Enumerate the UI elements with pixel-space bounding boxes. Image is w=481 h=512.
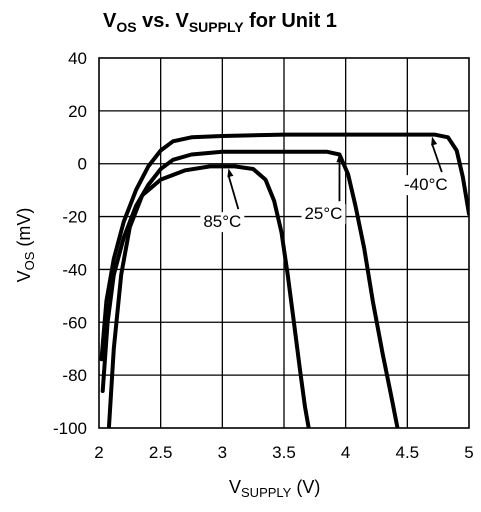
x-tick-label-3: 3.5: [272, 443, 296, 462]
y-tick-label-1: 20: [68, 102, 87, 121]
grid-lines: [99, 58, 469, 428]
y-tick-label-7: -100: [53, 419, 87, 438]
y-tick-label-4: -40: [62, 260, 87, 279]
x-axis-label-part-2: (V): [291, 477, 320, 497]
y-tick-label-5: -60: [62, 313, 87, 332]
y-tick-label-0: 40: [68, 49, 87, 68]
chart-title-part-3: SUPPLY: [189, 19, 244, 35]
annotation-label-2: -40°C: [404, 175, 448, 194]
chart-title-part-2: vs. V: [137, 10, 190, 32]
annotation-arrowhead-2: [431, 136, 438, 146]
x-tick-label-6: 5: [464, 443, 473, 462]
y-tick-label-6: -80: [62, 366, 87, 385]
annotation-arrow-0: [227, 175, 240, 210]
y-tick-label-3: -20: [62, 208, 87, 227]
annotation-arrowhead-1: [336, 153, 343, 163]
chart-title-part-4: for Unit 1: [244, 10, 337, 32]
x-tick-label-4: 4: [341, 443, 350, 462]
annotation-bg-0: [200, 212, 245, 233]
chart-title-part-0: V: [103, 10, 117, 32]
plot-frame: [98, 57, 470, 429]
annotation-arrow-2: [431, 143, 443, 173]
x-axis-label-part-0: V: [229, 477, 241, 497]
y-axis-label: VOS (mV): [14, 208, 37, 283]
y-axis-label-part-0: V: [14, 270, 34, 282]
x-axis-label-part-1: SUPPLY: [241, 485, 292, 500]
series-line-2: [99, 132, 469, 362]
x-tick-label-5: 4.5: [396, 443, 420, 462]
y-tick-label-2: 0: [78, 155, 87, 174]
chart-title-part-1: OS: [116, 19, 136, 35]
series-line-0: [106, 164, 311, 428]
annotation-arrowhead-0: [227, 168, 234, 178]
x-tick-label-1: 2.5: [149, 443, 173, 462]
y-axis-label-part-2: (mV): [14, 208, 34, 252]
annotation-bg-2: [399, 175, 453, 196]
annotation-label-1: 25°C: [304, 204, 342, 223]
x-tick-label-0: 2: [94, 443, 103, 462]
x-axis-label: VSUPPLY (V): [229, 477, 320, 500]
chart-title: VOS vs. VSUPPLY for Unit 1: [103, 10, 337, 35]
annotation-bg-1: [301, 204, 346, 225]
annotation-label-0: 85°C: [203, 212, 241, 231]
x-tick-label-2: 3: [218, 443, 227, 462]
series-line-1: [100, 149, 400, 428]
y-axis-label-part-1: OS: [22, 251, 37, 270]
